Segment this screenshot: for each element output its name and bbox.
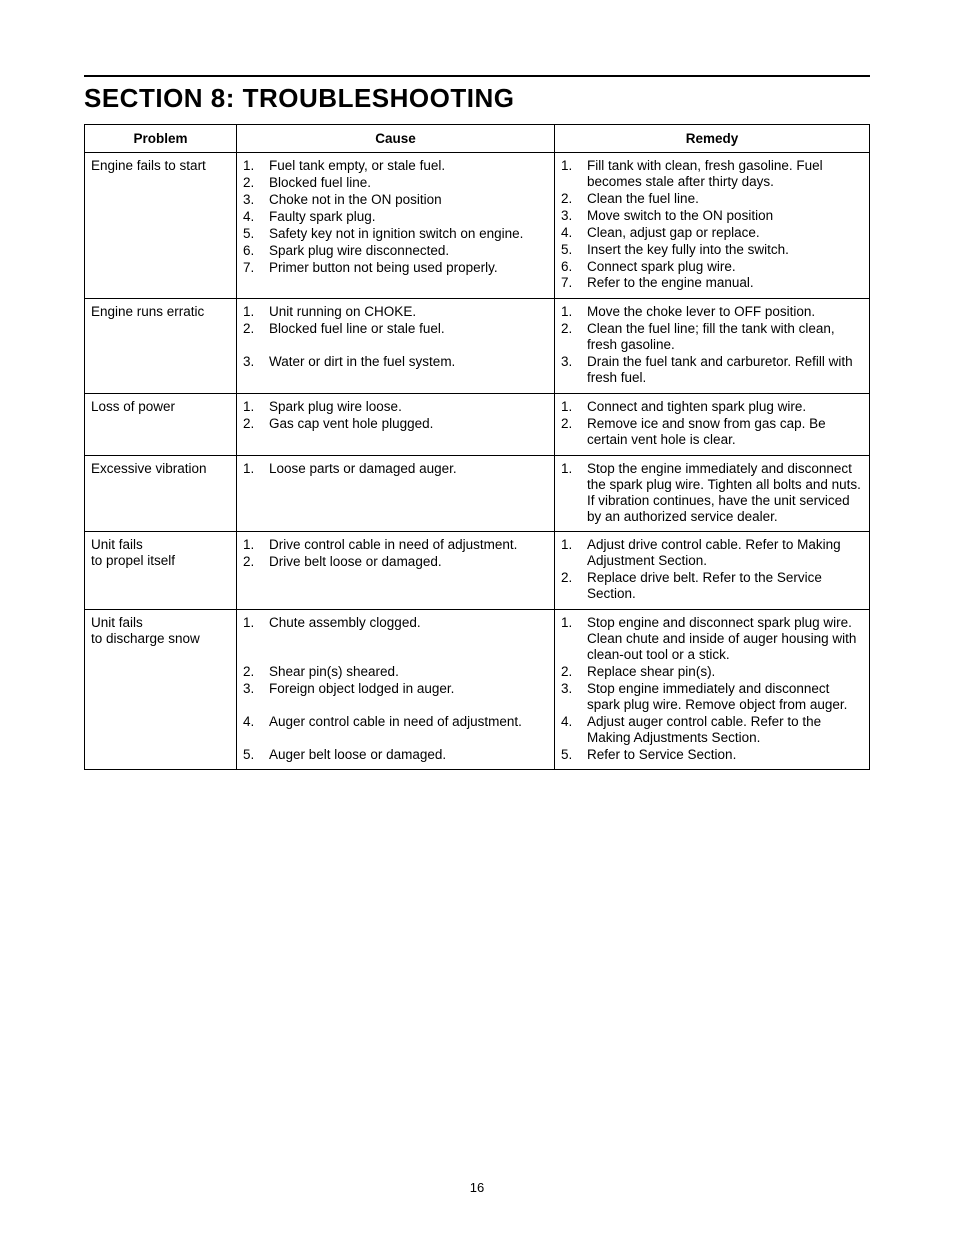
cause-cell: Fuel tank empty, or stale fuel.Blocked f… (237, 153, 555, 299)
cause-item: Shear pin(s) sheared. (243, 664, 548, 680)
remedy-item: Replace shear pin(s). (561, 664, 863, 680)
cause-cell: Unit running on CHOKE.Blocked fuel line … (237, 299, 555, 394)
col-header-problem: Problem (85, 125, 237, 153)
remedy-item: Clean the fuel line; fill the tank with … (561, 321, 863, 353)
cause-item: Chute assembly clogged. (243, 615, 548, 663)
cause-item: Blocked fuel line or stale fuel. (243, 321, 548, 353)
troubleshooting-table: Problem Cause Remedy Engine fails to sta… (84, 124, 870, 770)
remedy-item: Fill tank with clean, fresh gasoline. Fu… (561, 158, 863, 190)
remedy-item: Refer to Service Section. (561, 747, 863, 763)
cause-item: Drive belt loose or damaged. (243, 554, 548, 570)
section-title: SECTION 8: TROUBLESHOOTING (84, 83, 870, 114)
remedy-item: Clean, adjust gap or replace. (561, 225, 863, 241)
table-row: Unit failsto discharge snowChute assembl… (85, 610, 870, 770)
remedy-item: Stop the engine immediately and disconne… (561, 461, 863, 525)
table-row: Excessive vibration Loose parts or damage… (85, 455, 870, 532)
problem-cell: Unit failsto discharge snow (85, 610, 237, 770)
problem-cell: Engine runs erratic (85, 299, 237, 394)
remedy-cell: Move the choke lever to OFF position.Cle… (555, 299, 870, 394)
table-body: Engine fails to startFuel tank empty, or… (85, 153, 870, 770)
table-row: Loss of powerSpark plug wire loose.Gas c… (85, 393, 870, 455)
cause-cell: Drive control cable in need of adjustmen… (237, 532, 555, 610)
cause-item: Unit running on CHOKE. (243, 304, 548, 320)
problem-cell: Unit failsto propel itself (85, 532, 237, 610)
remedy-item: Refer to the engine manual. (561, 275, 863, 291)
cause-item: Gas cap vent hole plugged. (243, 416, 548, 432)
remedy-cell: Fill tank with clean, fresh gasoline. Fu… (555, 153, 870, 299)
cause-item: Auger control cable in need of adjustmen… (243, 714, 548, 746)
cause-item: Drive control cable in need of adjustmen… (243, 537, 548, 553)
page-number: 16 (0, 1180, 954, 1195)
remedy-cell: Stop the engine immediately and disconne… (555, 455, 870, 532)
cause-item: Fuel tank empty, or stale fuel. (243, 158, 548, 174)
remedy-item: Clean the fuel line. (561, 191, 863, 207)
table-row: Engine fails to startFuel tank empty, or… (85, 153, 870, 299)
cause-item: Foreign object lodged in auger. (243, 681, 548, 713)
horizontal-rule (84, 75, 870, 77)
remedy-cell: Adjust drive control cable. Refer to Mak… (555, 532, 870, 610)
cause-item: Faulty spark plug. (243, 209, 548, 225)
problem-cell: Engine fails to start (85, 153, 237, 299)
cause-cell: Spark plug wire loose.Gas cap vent hole … (237, 393, 555, 455)
cause-item: Spark plug wire loose. (243, 399, 548, 415)
problem-cell: Excessive vibration (85, 455, 237, 532)
cause-cell: Chute assembly clogged. Shear pin(s) she… (237, 610, 555, 770)
cause-item: Loose parts or damaged auger. (243, 461, 548, 477)
remedy-item: Move switch to the ON position (561, 208, 863, 224)
cause-cell: Loose parts or damaged auger. (237, 455, 555, 532)
remedy-item: Move the choke lever to OFF position. (561, 304, 863, 320)
cause-item: Water or dirt in the fuel system. (243, 354, 548, 370)
table-header-row: Problem Cause Remedy (85, 125, 870, 153)
table-row: Engine runs erraticUnit running on CHOKE… (85, 299, 870, 394)
remedy-item: Insert the key fully into the switch. (561, 242, 863, 258)
problem-cell: Loss of power (85, 393, 237, 455)
remedy-item: Drain the fuel tank and carburetor. Refi… (561, 354, 863, 386)
cause-item: Spark plug wire disconnected. (243, 243, 548, 259)
remedy-cell: Connect and tighten spark plug wire.Remo… (555, 393, 870, 455)
remedy-item: Adjust auger control cable. Refer to the… (561, 714, 863, 746)
remedy-item: Replace drive belt. Refer to the Service… (561, 570, 863, 602)
remedy-item: Remove ice and snow from gas cap. Be cer… (561, 416, 863, 448)
cause-item: Choke not in the ON position (243, 192, 548, 208)
remedy-item: Stop engine immediately and disconnect s… (561, 681, 863, 713)
remedy-item: Adjust drive control cable. Refer to Mak… (561, 537, 863, 569)
remedy-item: Connect spark plug wire. (561, 259, 863, 275)
col-header-cause: Cause (237, 125, 555, 153)
cause-item: Auger belt loose or damaged. (243, 747, 548, 763)
cause-item: Blocked fuel line. (243, 175, 548, 191)
cause-item: Safety key not in ignition switch on eng… (243, 226, 548, 242)
remedy-item: Stop engine and disconnect spark plug wi… (561, 615, 863, 663)
cause-item: Primer button not being used properly. (243, 260, 548, 276)
remedy-item: Connect and tighten spark plug wire. (561, 399, 863, 415)
remedy-cell: Stop engine and disconnect spark plug wi… (555, 610, 870, 770)
col-header-remedy: Remedy (555, 125, 870, 153)
table-row: Unit failsto propel itself Drive control … (85, 532, 870, 610)
